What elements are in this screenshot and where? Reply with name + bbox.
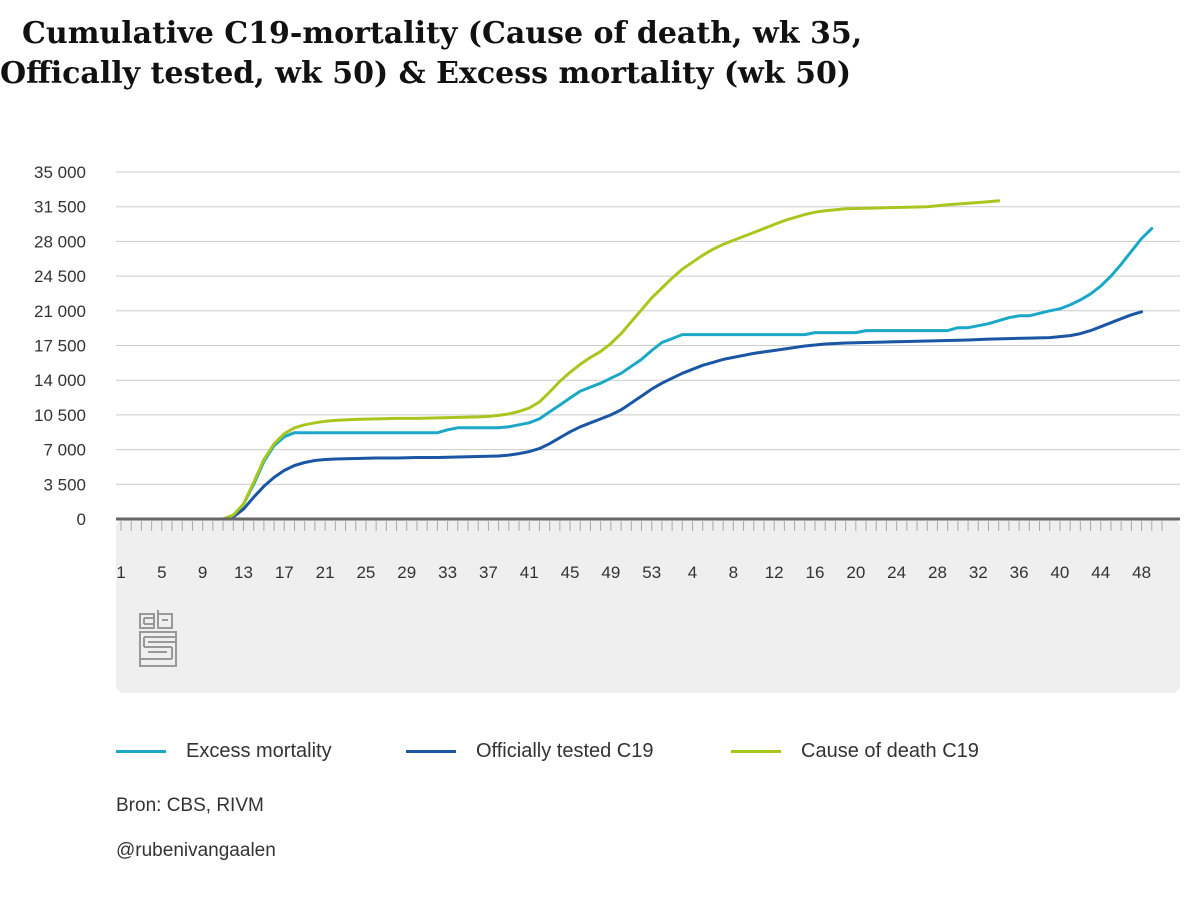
x-tick-label: 36 (1010, 563, 1029, 582)
x-tick-label: 53 (642, 563, 661, 582)
x-tick-label: 28 (928, 563, 947, 582)
x-tick-label: 21 (316, 563, 335, 582)
x-tick-label: 9 (198, 563, 207, 582)
x-tick-label: 12 (765, 563, 784, 582)
y-axis-ticks: 0 3 500 7 000 10 500 14 000 17 500 21 000 24 50… (34, 163, 86, 529)
y-tick-label: 24 500 (34, 267, 86, 286)
y-tick-label: 7 000 (43, 441, 86, 460)
x-tick-label: 8 (729, 563, 738, 582)
x-tick-label: 44 (1091, 563, 1110, 582)
x-axis-ticks: 1 5 9 13 17 21 25 29 33 37 41 45 49 53 4 8 12 16 20 24 28 32 3… (116, 521, 1163, 582)
x-tick-label: 24 (887, 563, 906, 582)
series-line-cause (211, 199, 1001, 521)
x-tick-label: 17 (275, 563, 294, 582)
x-tick-label: 1 (116, 563, 125, 582)
x-tick-label: 40 (1050, 563, 1069, 582)
x-tick-label: 41 (520, 563, 539, 582)
legend-item-tested: Officially tested C19 (406, 740, 654, 763)
y-tick-label: 31 500 (34, 198, 86, 217)
gridlines (116, 171, 1180, 485)
legend-item-excess: Excess mortality (116, 740, 332, 763)
x-tick-label: 25 (356, 563, 375, 582)
legend-item-cause: Cause of death C19 (731, 740, 979, 763)
y-tick-label: 3 500 (43, 475, 86, 494)
x-axis-band (116, 519, 1180, 693)
x-tick-label: 20 (846, 563, 865, 582)
cbs-logo (139, 610, 177, 667)
y-tick-label: 14 000 (34, 371, 86, 390)
legend-label-excess: Excess mortality (186, 740, 332, 762)
y-tick-label: 21 000 (34, 302, 86, 321)
legend-label-cause: Cause of death C19 (801, 740, 979, 762)
legend-swatch-cause (731, 750, 781, 753)
legend-label-tested: Officially tested C19 (476, 740, 654, 762)
x-tick-label: 29 (397, 563, 416, 582)
legend-swatch-tested (406, 750, 456, 753)
y-tick-label: 17 500 (34, 337, 86, 356)
source-note: Bron: CBS, RIVM (116, 795, 264, 816)
x-tick-label: 13 (234, 563, 253, 582)
x-tick-label: 4 (688, 563, 697, 582)
x-tick-label: 49 (601, 563, 620, 582)
legend: Excess mortality Officially tested C19 C… (116, 740, 1116, 770)
y-tick-label: 10 500 (34, 406, 86, 425)
x-tick-label: 45 (561, 563, 580, 582)
y-tick-label: 35 000 (34, 163, 86, 182)
y-tick-label: 28 000 (34, 232, 86, 251)
series-line-tested (211, 310, 1144, 521)
x-tick-label: 37 (479, 563, 498, 582)
x-tick-label: 48 (1132, 563, 1151, 582)
x-tick-label: 16 (806, 563, 825, 582)
series-line-excess (211, 227, 1154, 521)
author-handle: @rubenivangaalen (116, 840, 276, 861)
x-tick-label: 5 (157, 563, 166, 582)
x-tick-label: 32 (969, 563, 988, 582)
chart-title: Cumulative C19-mortality (Cause of death… (0, 16, 863, 91)
x-tick-label: 33 (438, 563, 457, 582)
legend-swatch-excess (116, 750, 166, 753)
series-lines (211, 199, 1154, 521)
y-tick-label: 0 (77, 510, 86, 529)
